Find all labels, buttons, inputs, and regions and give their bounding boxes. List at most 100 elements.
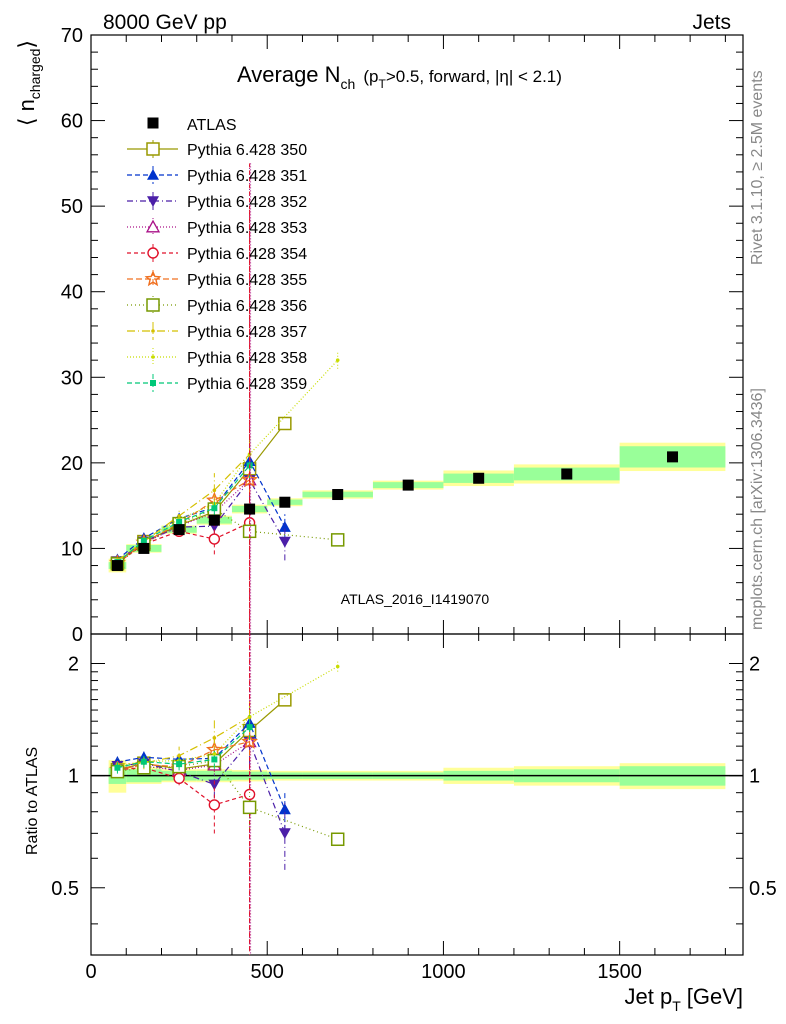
ratio-plot-bands (108, 760, 726, 793)
legend-label: Pythia 6.428 354 (187, 246, 307, 263)
marker (208, 514, 220, 526)
marker (208, 779, 221, 791)
y-tick-label: 10 (61, 538, 83, 560)
y-tick-label: 0 (72, 624, 83, 646)
marker (138, 542, 150, 554)
marker (278, 521, 291, 532)
main-plot-bands (108, 442, 726, 573)
legend: ATLAS Pythia 6.428 350 Pythia 6.428 351 Pyt… (127, 117, 307, 393)
series-line (117, 522, 250, 564)
marker (335, 358, 340, 362)
legend-label: Pythia 6.428 357 (187, 324, 307, 341)
marker (208, 533, 221, 545)
marker (278, 693, 292, 707)
marker (278, 416, 292, 431)
atlas-data-points (111, 451, 679, 572)
legend-label: Pythia 6.428 356 (187, 298, 307, 315)
marker (473, 472, 485, 484)
marker (140, 758, 147, 765)
marker (111, 560, 123, 572)
marker (330, 533, 345, 547)
analysis-watermark: ATLAS_2016_I1419070 (341, 591, 490, 607)
legend-label: Pythia 6.428 352 (187, 194, 307, 211)
marker (244, 503, 256, 515)
marker (144, 270, 162, 287)
series-Pythia-6_428-354 (111, 206, 256, 634)
ratio-series-line (117, 726, 250, 769)
marker (278, 828, 291, 840)
marker (561, 468, 573, 480)
legend-label: Pythia 6.428 353 (187, 220, 307, 237)
legend-label: Pythia 6.428 350 (187, 142, 307, 159)
ratio-series-Pythia-6_428-358 (115, 661, 340, 772)
x-axis-title: Jet pT [GeV] (624, 984, 743, 1014)
axes: 0 500 1000 1500 0 10 20 30 40 50 60 70 0.5 0.5 1 1 2 2 (51, 25, 777, 983)
marker (208, 799, 221, 811)
marker (212, 488, 217, 493)
marker (146, 142, 160, 156)
marker (176, 518, 183, 525)
legend-label: Pythia 6.428 351 (187, 168, 307, 185)
ratio-series-line (117, 741, 250, 772)
legend-label: Pythia 6.428 358 (187, 350, 307, 367)
y-tick-label: 40 (61, 282, 83, 304)
header-right: Jets (692, 11, 731, 34)
marker (146, 298, 160, 312)
marker (147, 169, 159, 180)
legend-label: Pythia 6.428 355 (187, 272, 307, 289)
ratio-y-axis-title: Ratio to ATLAS (24, 747, 41, 855)
series-line (117, 508, 338, 565)
y-tick-label: 50 (61, 196, 83, 218)
marker (211, 756, 218, 763)
y-tick-label: 60 (61, 111, 83, 133)
marker (212, 752, 217, 756)
marker (332, 489, 344, 501)
marker (151, 329, 155, 333)
marker (140, 537, 147, 544)
chart-title: Average Nch (pT>0.5, forward, |η| < 2.1) (237, 62, 562, 92)
y-tick-label: 20 (61, 453, 83, 475)
marker (173, 772, 185, 785)
ratio-series-Pythia-6_428-353 (110, 634, 257, 951)
ratio-tick-label-right: 0.5 (749, 878, 777, 900)
marker (241, 471, 259, 488)
ratio-tick-label-right: 2 (749, 653, 760, 675)
marker (247, 715, 252, 719)
marker (242, 800, 257, 815)
marker (667, 451, 679, 463)
marker (330, 832, 345, 847)
marker (145, 219, 161, 233)
header-left: 8000 GeV pp (103, 11, 227, 34)
marker (114, 764, 121, 771)
ratio-series-line (117, 722, 286, 810)
marker (177, 514, 181, 518)
ratio-plot-series (109, 634, 345, 951)
ratio-tick-label: 0.5 (51, 878, 79, 900)
y-tick-label: 70 (61, 25, 83, 47)
x-tick-label: 0 (85, 961, 96, 983)
marker (402, 479, 414, 491)
ratio-series-Pythia-6_428-354 (111, 634, 256, 951)
marker (279, 496, 291, 508)
x-tick-label: 1000 (421, 961, 466, 983)
ratio-plot-frame (90, 633, 744, 956)
legend-label-atlas: ATLAS (187, 117, 237, 134)
ratio-tick-label-right: 1 (749, 766, 760, 788)
marker (278, 536, 291, 548)
legend-label: Pythia 6.428 359 (187, 376, 307, 393)
marker (173, 524, 185, 536)
marker (212, 736, 217, 740)
mcplots-reference-label: mcplots.cern.ch [arXiv:1306.3436] (749, 388, 766, 630)
marker (176, 761, 183, 768)
marker (211, 505, 218, 512)
ratio-series-Pythia-6_428-359 (114, 715, 253, 774)
ratio-tick-label: 2 (68, 653, 79, 675)
marker (246, 724, 253, 731)
ratio-tick-label: 1 (68, 766, 79, 788)
ratio-series-Pythia-6_428-356 (110, 751, 345, 847)
marker (147, 196, 159, 207)
ratio-series-line (117, 741, 250, 771)
marker (243, 788, 256, 801)
y-axis-title: ⟨ ncharged⟩ (14, 40, 43, 126)
